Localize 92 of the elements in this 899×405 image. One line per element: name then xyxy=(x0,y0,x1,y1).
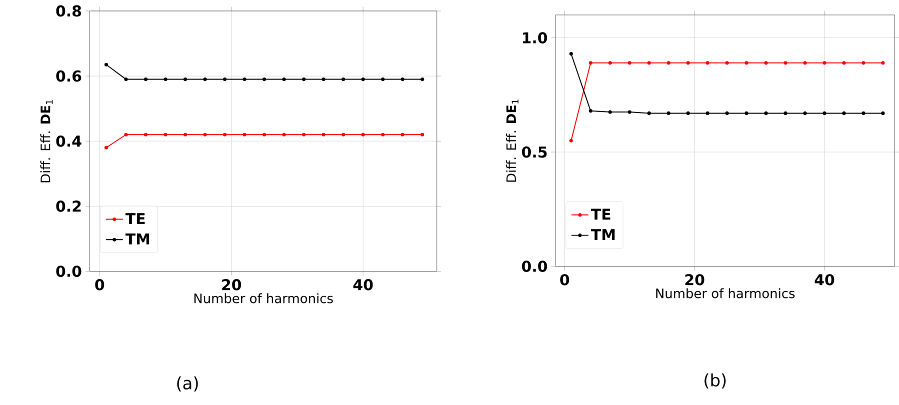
point xyxy=(862,61,866,65)
point xyxy=(322,132,326,136)
point xyxy=(647,111,651,116)
point xyxy=(881,111,885,116)
point xyxy=(608,110,612,114)
y-tick-label: 0.0 xyxy=(56,266,82,277)
point xyxy=(842,61,846,65)
y-axis-title: Diff. Eff. DE$_{1}$ xyxy=(506,100,518,182)
point xyxy=(361,78,365,82)
point xyxy=(420,132,424,136)
point xyxy=(381,132,385,136)
point xyxy=(342,132,346,136)
text: (b) xyxy=(704,373,726,389)
point xyxy=(628,110,632,114)
point xyxy=(842,111,846,116)
point xyxy=(803,111,807,116)
point xyxy=(706,111,710,116)
point xyxy=(164,132,168,136)
point xyxy=(686,61,690,65)
point xyxy=(725,111,729,116)
legend-label: TM xyxy=(125,234,150,244)
point xyxy=(203,132,207,136)
legend-label: TE xyxy=(591,208,610,220)
point xyxy=(342,78,346,82)
x-tick-label: 0 xyxy=(560,274,570,286)
x-tick-label: 0 xyxy=(95,279,104,290)
point xyxy=(784,111,788,116)
y-tick-label: 0.6 xyxy=(56,70,82,82)
point xyxy=(282,132,286,136)
y-tick-label: 0.5 xyxy=(522,146,547,158)
point xyxy=(686,111,690,116)
point xyxy=(302,132,306,136)
point xyxy=(282,78,286,82)
point xyxy=(400,78,404,82)
point xyxy=(361,132,365,136)
point xyxy=(104,62,108,66)
point xyxy=(822,61,826,65)
point xyxy=(744,111,748,116)
point xyxy=(647,61,651,65)
point xyxy=(164,78,168,82)
point xyxy=(764,111,768,116)
point xyxy=(588,61,592,65)
point xyxy=(744,61,748,65)
x-axis-title: Number of harmonics xyxy=(656,288,795,298)
point xyxy=(183,132,188,136)
y-tick-label: 0.2 xyxy=(56,200,81,212)
point xyxy=(183,78,188,82)
y-axis-title: Diff. Eff. DE$_{1}$ xyxy=(40,100,53,182)
point xyxy=(725,61,729,65)
legend-label: TE xyxy=(125,213,145,224)
x-tick-label: 20 xyxy=(222,279,242,290)
point xyxy=(242,132,246,136)
y-tick-label: 0.4 xyxy=(56,135,82,147)
x-tick-label: 40 xyxy=(814,274,834,286)
point xyxy=(104,146,108,150)
point xyxy=(803,61,807,65)
point xyxy=(144,78,148,82)
point xyxy=(302,78,306,82)
y-tick-label: 0.0 xyxy=(522,260,548,272)
y-tick-label: 1.0 xyxy=(522,32,548,44)
point xyxy=(124,132,128,136)
legend-label: TM xyxy=(591,229,615,240)
point xyxy=(381,78,385,82)
point xyxy=(881,61,885,65)
point xyxy=(764,61,768,65)
point xyxy=(262,132,266,136)
point xyxy=(400,132,404,136)
point xyxy=(222,132,227,136)
point xyxy=(262,78,266,82)
x-tick-label: 20 xyxy=(685,274,704,286)
point xyxy=(242,78,246,82)
point xyxy=(608,61,612,65)
point xyxy=(124,78,128,82)
text: (a) xyxy=(177,376,198,392)
point xyxy=(588,109,592,113)
x-axis-title: Number of harmonics xyxy=(194,293,333,304)
point xyxy=(203,78,207,82)
point xyxy=(322,78,326,82)
point xyxy=(569,52,573,56)
x-tick-label: 40 xyxy=(353,279,373,290)
point xyxy=(420,78,424,82)
point xyxy=(666,61,670,65)
point xyxy=(569,138,573,142)
point xyxy=(144,132,148,136)
point xyxy=(628,61,632,65)
point xyxy=(706,61,710,65)
point xyxy=(222,78,227,82)
point xyxy=(862,111,866,116)
point xyxy=(784,61,788,65)
y-tick-label: 0.8 xyxy=(56,5,82,17)
point xyxy=(822,111,826,116)
point xyxy=(666,111,670,116)
